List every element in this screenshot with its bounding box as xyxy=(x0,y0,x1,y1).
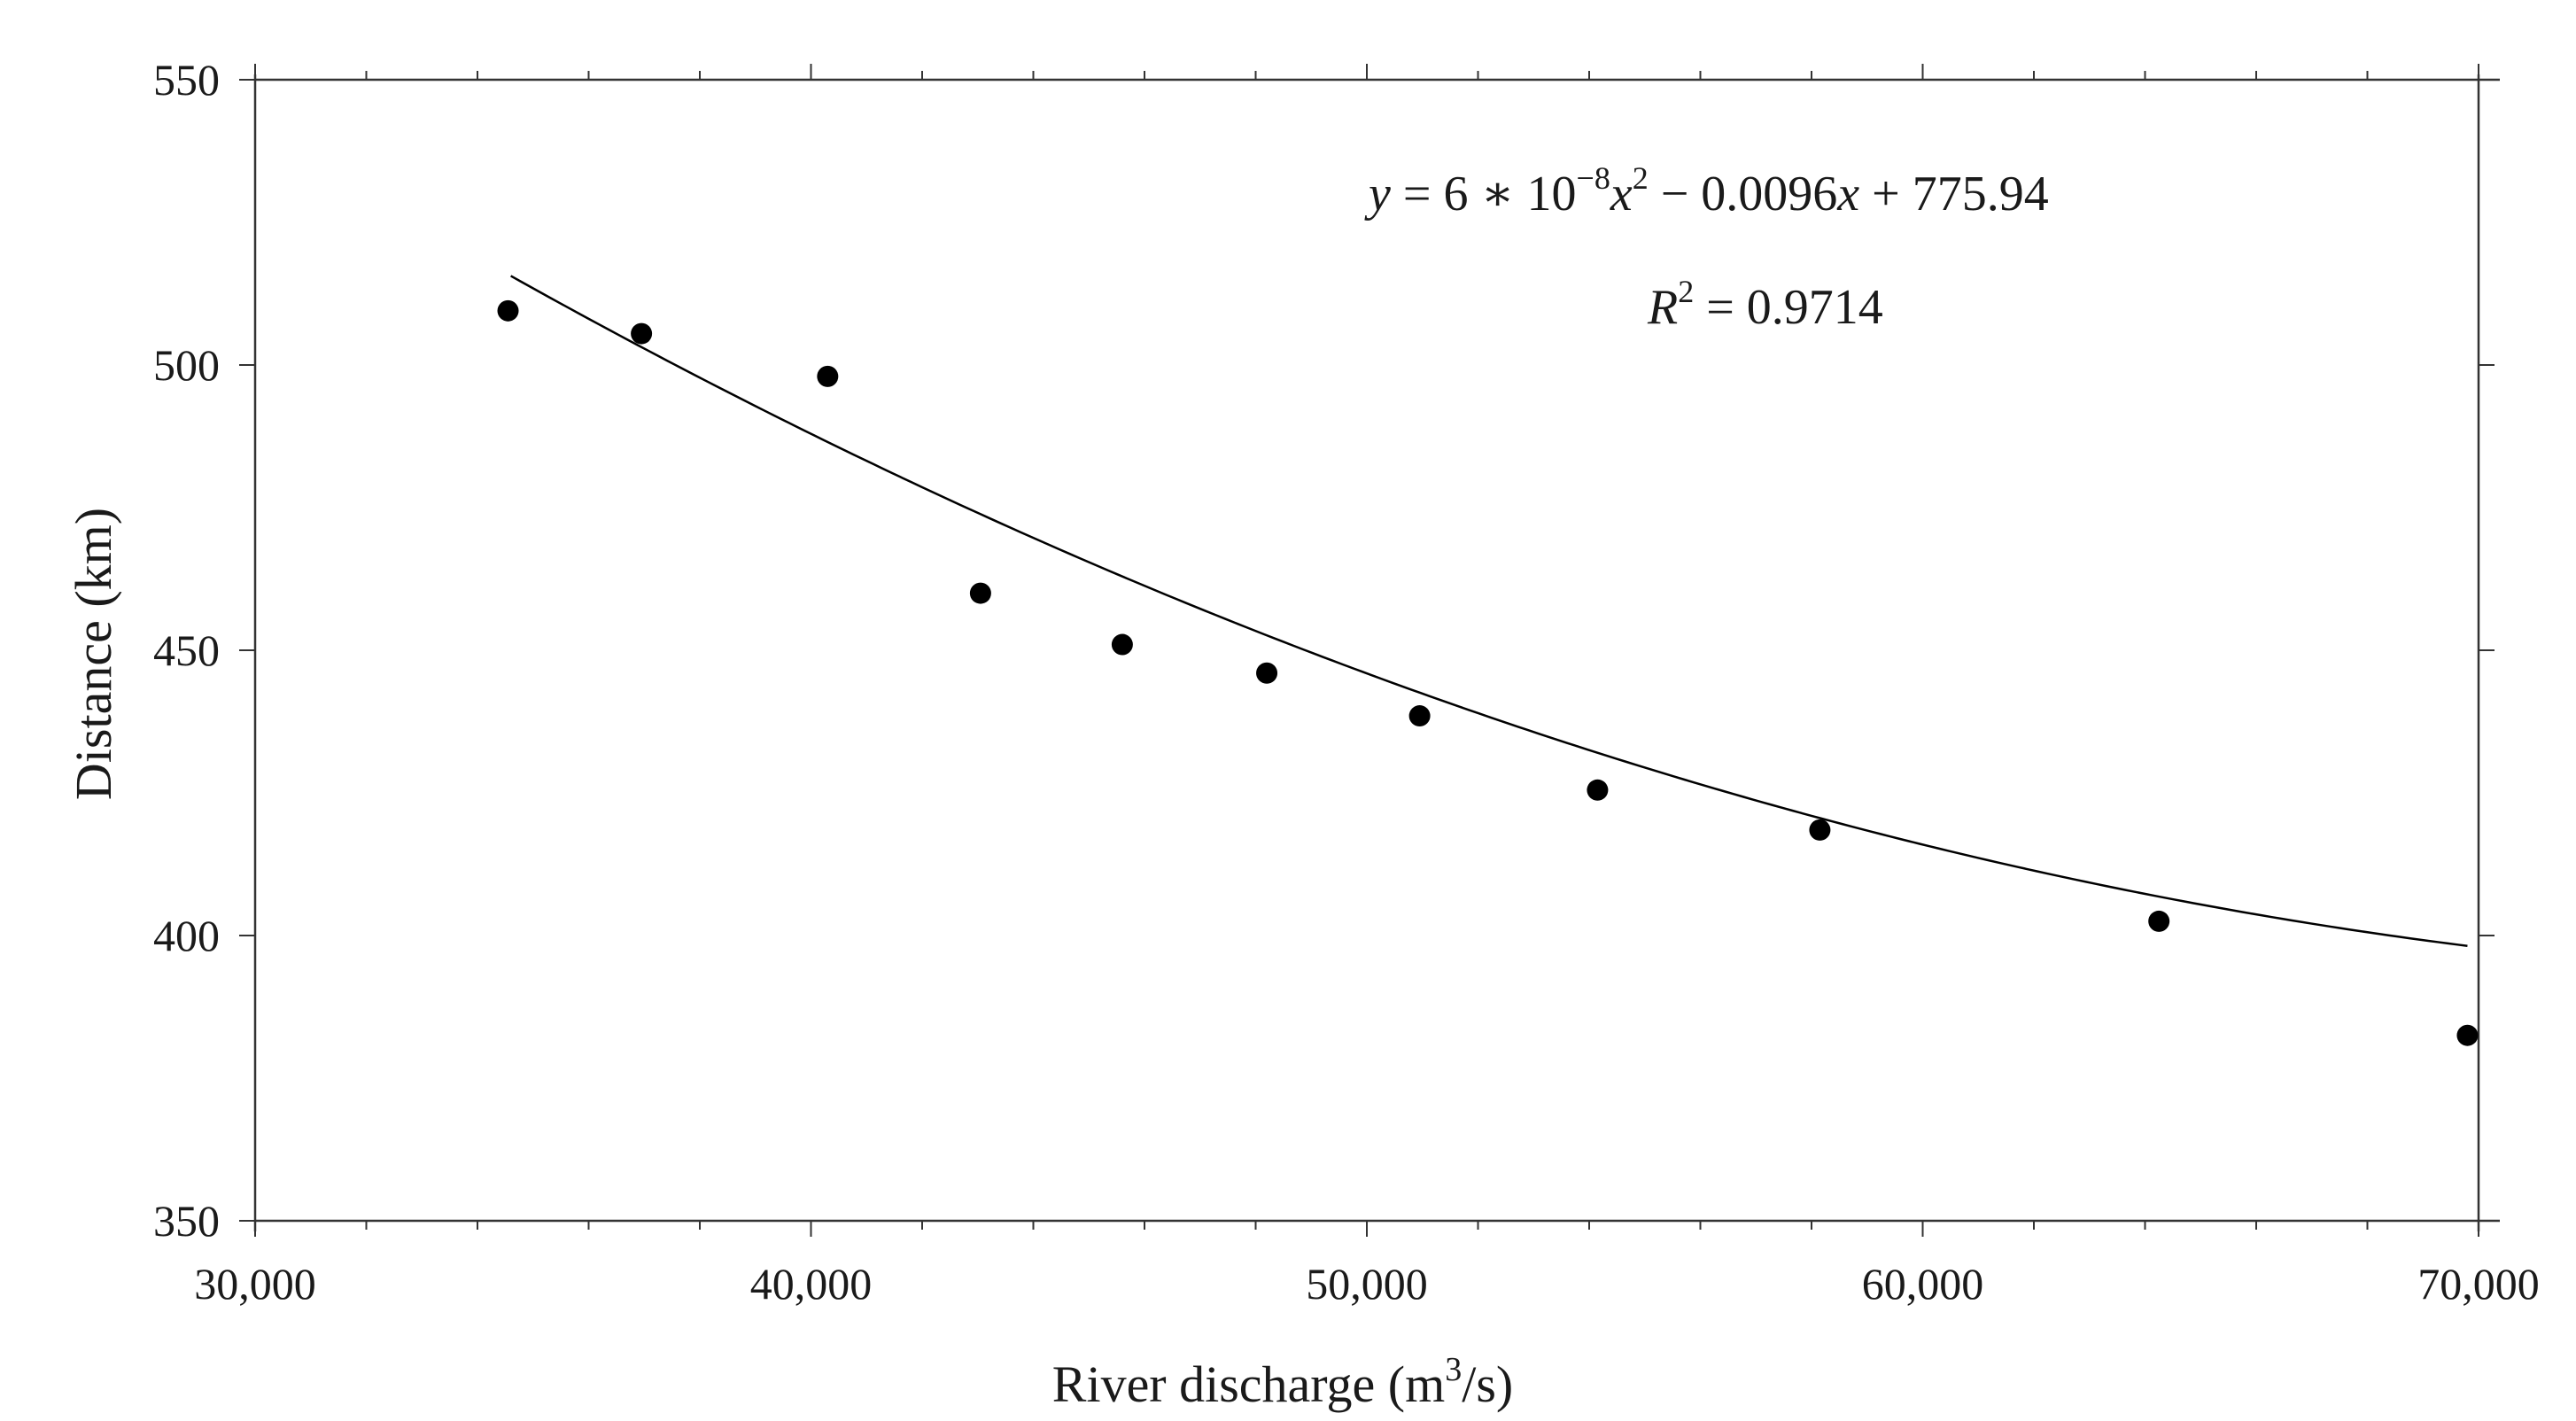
y-tick-label: 350 xyxy=(153,1196,220,1246)
y-tick-label: 400 xyxy=(153,911,220,960)
y-tick-label: 500 xyxy=(153,340,220,390)
data-point xyxy=(1809,819,1831,841)
x-tick-label: 70,000 xyxy=(2417,1259,2540,1308)
axes: 30,000 40,000 50,000 60,000 70,000 350 400 450 5… xyxy=(153,55,2540,1308)
data-point xyxy=(631,322,653,345)
points-layer xyxy=(497,299,2479,1046)
data-point xyxy=(1111,633,1133,656)
x-axis-title: River discharge (m3/s) xyxy=(1052,1351,1513,1413)
data-point xyxy=(2148,910,2170,932)
data-point xyxy=(1256,662,1278,684)
x-tick-label: 30,000 xyxy=(194,1259,316,1308)
fit-equation: y = 6 ∗ 10−8x2 − 0.0096x + 775.94 xyxy=(1364,160,2049,221)
x-tick-label: 50,000 xyxy=(1306,1259,1428,1308)
data-point xyxy=(817,365,839,387)
data-point xyxy=(969,582,991,604)
y-tick-label: 550 xyxy=(153,55,220,105)
fit-layer xyxy=(510,275,2468,947)
data-point xyxy=(1408,705,1431,727)
data-point xyxy=(1587,779,1609,801)
x-tick-label: 60,000 xyxy=(1862,1259,1984,1308)
data-point xyxy=(2456,1024,2479,1046)
fit-curve xyxy=(510,275,2468,947)
data-point xyxy=(497,299,519,322)
r-squared: R2 = 0.9714 xyxy=(1647,274,1883,335)
y-tick-label: 450 xyxy=(153,625,220,675)
y-axis-title: Distance (km) xyxy=(65,508,122,800)
x-tick-label: 40,000 xyxy=(750,1259,873,1308)
